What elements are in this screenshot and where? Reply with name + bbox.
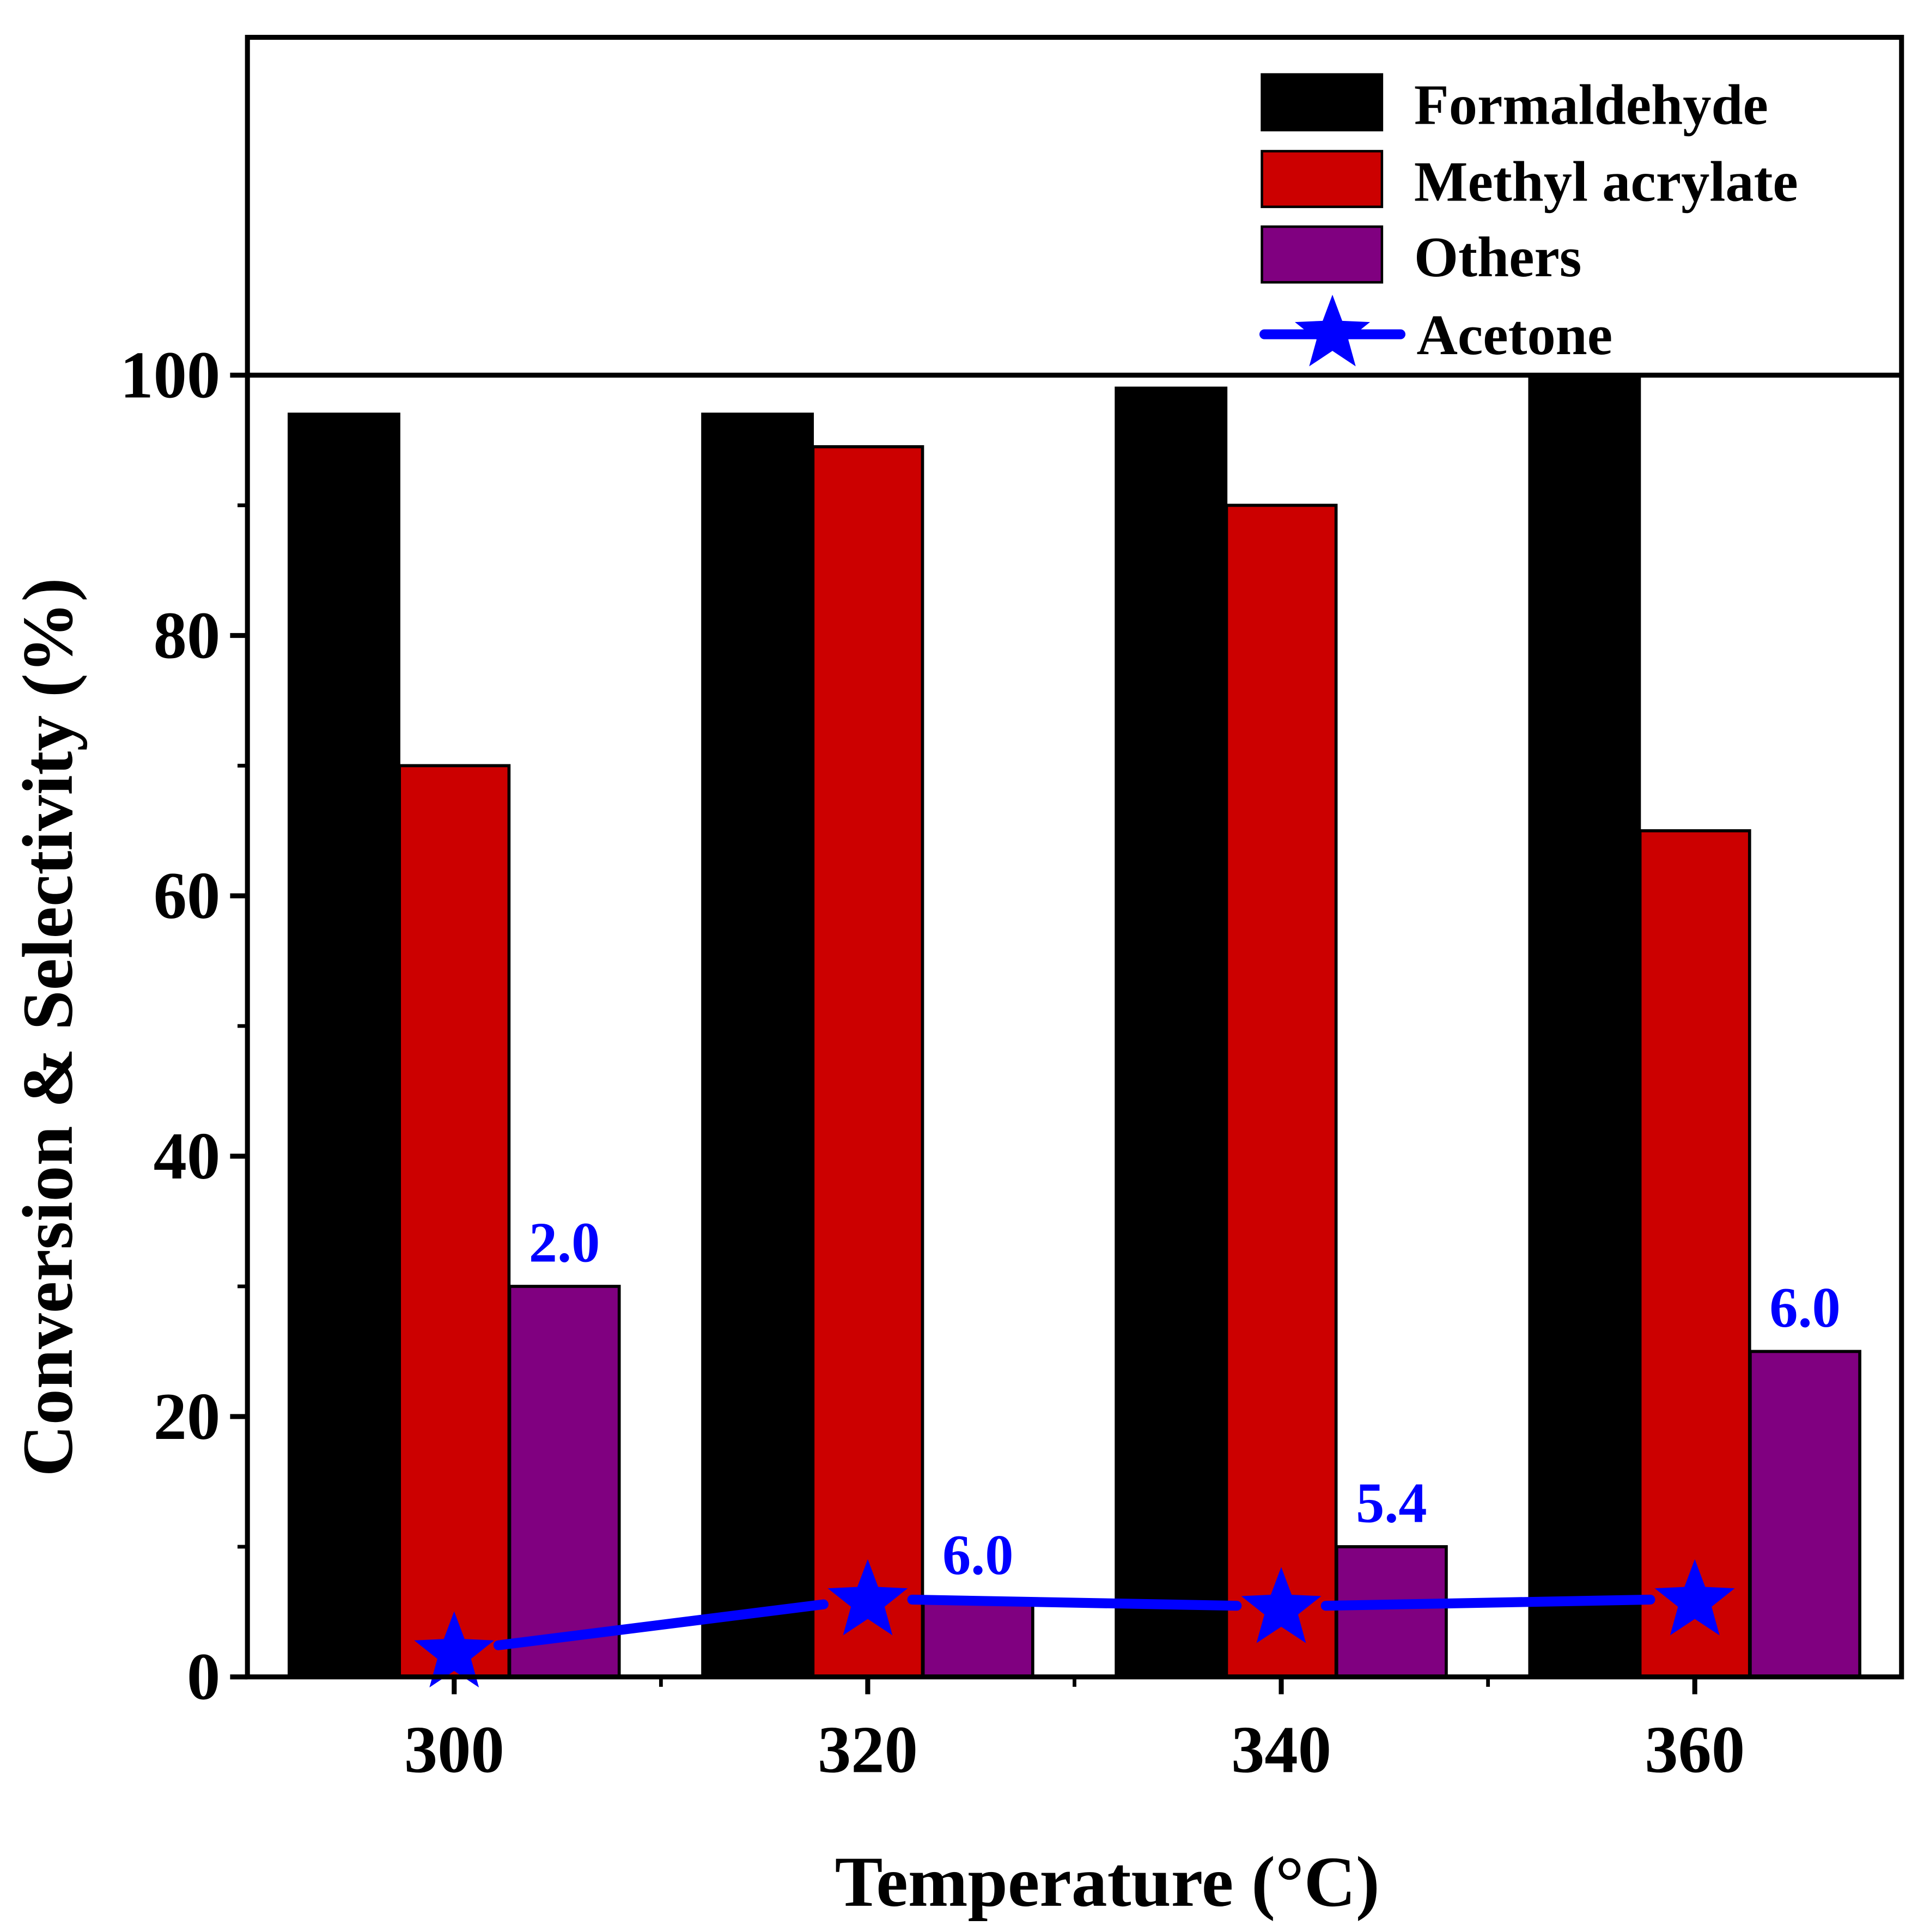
bars [288, 373, 1861, 1679]
data-label-320: 6.0 [942, 1523, 1014, 1587]
x-tick-label-340: 340 [1231, 1713, 1331, 1787]
axes: 0 20 40 60 80 100 300 320 340 360 [120, 338, 1745, 1787]
acetone-star-320 [827, 1559, 908, 1636]
bar-others-340 [1335, 1545, 1448, 1679]
legend-label-formaldehyde: Formaldehyde [1414, 73, 1768, 136]
y-tick-label-0: 0 [187, 1640, 220, 1714]
legend-label-methyl-acrylate: Methyl acrylate [1414, 150, 1798, 213]
data-label-340: 5.4 [1356, 1471, 1427, 1534]
x-axis-label: Temperature (°C) [835, 1843, 1380, 1922]
bar-methyl-acrylate-300 [398, 764, 511, 1679]
acetone-star-300 [414, 1611, 495, 1688]
acetone-line-segment [1320, 1594, 1655, 1611]
bar-others-320 [921, 1597, 1034, 1679]
acetone-star-360 [1654, 1559, 1735, 1636]
y-tick-label-100: 100 [120, 338, 220, 412]
acetone-series [414, 1559, 1735, 1688]
legend-label-acetone: Acetone [1416, 303, 1612, 367]
legend-star-icon [1294, 294, 1371, 367]
legend-swatch-methyl-acrylate [1261, 150, 1384, 208]
bar-others-360 [1749, 1350, 1861, 1679]
legend-swatch-others [1261, 225, 1384, 284]
acetone-line-segment [493, 1599, 829, 1650]
y-tick-label-80: 80 [154, 598, 221, 672]
acetone-star-340 [1241, 1567, 1322, 1643]
legend: Formaldehyde Methyl acrylate Others Acet… [1259, 73, 1798, 367]
bar-formaldehyde-360 [1528, 373, 1641, 1679]
x-tick-label-300: 300 [404, 1713, 504, 1787]
y-tick-label-60: 60 [154, 859, 221, 933]
y-tick-label-20: 20 [154, 1380, 221, 1454]
y-axis-label: Conversion & Selectivity (%) [9, 578, 88, 1477]
data-labels: 2.0 6.0 5.4 6.0 [529, 1211, 1841, 1587]
acetone-line-segment [907, 1594, 1242, 1611]
bar-methyl-acrylate-360 [1638, 829, 1751, 1679]
bar-formaldehyde-340 [1115, 386, 1228, 1679]
data-label-300: 2.0 [529, 1211, 600, 1274]
x-tick-label-360: 360 [1645, 1713, 1745, 1787]
bar-others-300 [508, 1285, 621, 1679]
bar-formaldehyde-320 [701, 412, 814, 1679]
bar-methyl-acrylate-340 [1225, 503, 1338, 1679]
legend-swatch-formaldehyde [1261, 73, 1384, 132]
data-label-360: 6.0 [1769, 1276, 1841, 1339]
y-tick-label-40: 40 [154, 1119, 221, 1193]
x-tick-label-320: 320 [818, 1713, 918, 1787]
bar-formaldehyde-300 [288, 412, 400, 1679]
legend-label-others: Others [1414, 226, 1582, 289]
bar-methyl-acrylate-320 [811, 445, 924, 1679]
